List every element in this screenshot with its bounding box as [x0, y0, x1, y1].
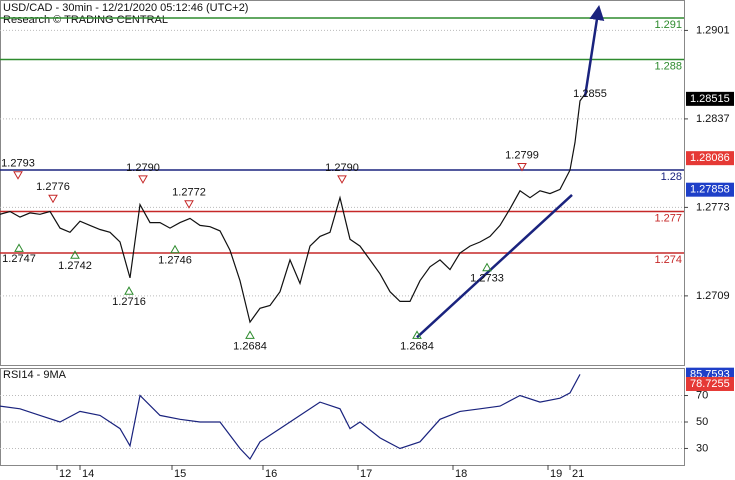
price-label: 1.2855 [573, 88, 607, 100]
y-tick-label: 50 [696, 416, 708, 428]
level-label: 1.274 [654, 254, 682, 266]
high-marker [48, 194, 58, 204]
high-marker [337, 175, 347, 184]
price-tag [686, 91, 734, 106]
low-label: 1.2747 [2, 253, 36, 265]
low-label: 1.2684 [233, 340, 267, 352]
rsi-title: RSI14 - 9MA [3, 369, 67, 381]
price-tag [686, 376, 734, 391]
low-marker [412, 330, 422, 339]
high-label: 1.2790 [325, 162, 359, 174]
x-tick-label: 15 [174, 468, 186, 480]
level-label: 1.277 [654, 212, 682, 224]
price-tag-label: 78.7255 [690, 378, 730, 390]
trend-line [416, 194, 573, 339]
low-label: 1.2716 [112, 296, 146, 308]
low-label: 1.2684 [400, 340, 434, 352]
chart-title: USD/CAD - 30min - 12/21/2020 05:12:46 (U… [3, 2, 248, 14]
high-marker [138, 175, 148, 184]
price-tag [686, 151, 734, 166]
high-label: 1.2776 [36, 181, 70, 193]
price-tag-label: 1.27858 [690, 184, 730, 196]
low-marker [70, 250, 80, 259]
y-tick-label: 1.2837 [696, 113, 730, 125]
high-marker [184, 200, 194, 209]
price-tag [686, 182, 734, 197]
low-marker [170, 244, 180, 254]
y-tick-label: 1.2773 [696, 201, 730, 213]
low-marker [482, 262, 492, 272]
high-marker [517, 162, 527, 172]
y-tick-label: 1.2709 [696, 290, 730, 302]
level-label: 1.288 [654, 60, 682, 72]
rsi-frame [0, 368, 685, 466]
low-marker [124, 286, 134, 295]
low-marker [245, 330, 255, 339]
price-tag-label: 1.28515 [690, 93, 730, 105]
low-marker [14, 243, 24, 252]
high-label: 1.2772 [172, 187, 206, 199]
y-tick-label: 70 [696, 389, 708, 401]
x-tick-label: 12 [59, 468, 71, 480]
x-tick-label: 14 [82, 468, 94, 480]
level-label: 1.28 [661, 171, 682, 183]
y-tick-label: 1.2901 [696, 24, 730, 36]
high-label: 1.2799 [505, 149, 539, 161]
x-tick-label: 21 [572, 468, 584, 480]
price-tag-label: 1.28086 [690, 152, 730, 164]
low-label: 1.2733 [470, 273, 504, 285]
price-frame [0, 0, 685, 366]
x-tick-label: 17 [360, 468, 372, 480]
low-label: 1.2742 [58, 260, 92, 272]
high-marker [13, 171, 23, 180]
low-label: 1.2746 [158, 255, 192, 267]
price-line [0, 374, 581, 460]
trend-line [583, 5, 605, 97]
high-label: 1.2790 [126, 162, 160, 174]
high-label: 1.2793 [1, 158, 35, 170]
chart-subtitle: Research © TRADING CENTRAL [3, 14, 168, 26]
x-tick-label: 16 [265, 468, 277, 480]
level-label: 1.291 [654, 19, 682, 31]
x-tick-label: 18 [455, 468, 467, 480]
x-tick-label: 19 [550, 468, 562, 480]
price-line [0, 93, 586, 324]
y-tick-label: 30 [696, 442, 708, 454]
